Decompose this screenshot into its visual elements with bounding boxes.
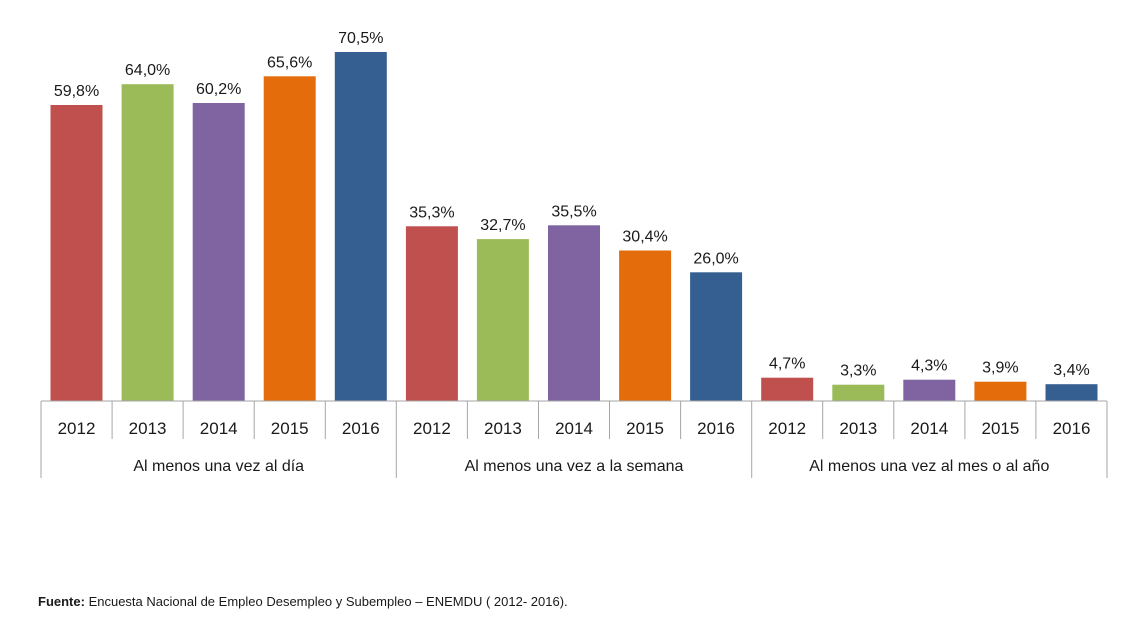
x-tick-label: 2012 (413, 419, 451, 438)
group-label: Al menos una vez a la semana (465, 458, 684, 475)
source-text: Encuesta Nacional de Empleo Desempleo y … (84, 594, 568, 609)
bar (476, 239, 529, 401)
data-label: 3,9% (982, 360, 1018, 377)
data-label: 65,6% (267, 54, 312, 71)
x-tick-label: 2015 (271, 419, 309, 438)
bar (832, 384, 885, 401)
bar (974, 381, 1027, 401)
x-tick-label: 2016 (342, 419, 380, 438)
data-label: 32,7% (480, 217, 525, 234)
x-tick-label: 2013 (839, 419, 877, 438)
x-tick-label: 2016 (1053, 419, 1091, 438)
x-tick-label: 2014 (200, 419, 238, 438)
data-label: 4,3% (911, 358, 947, 375)
bar (548, 225, 600, 401)
group-label: Al menos una vez al día (133, 458, 304, 475)
bar (619, 250, 672, 401)
bar (263, 76, 316, 402)
data-label: 35,5% (551, 203, 596, 220)
data-label: 35,3% (409, 204, 454, 221)
x-tick-label: 2016 (697, 419, 735, 438)
x-tick-label: 2015 (626, 419, 664, 438)
x-tick-label: 2012 (58, 419, 96, 438)
x-tick-label: 2015 (981, 419, 1019, 438)
data-label: 70,5% (338, 30, 383, 47)
bar (192, 103, 245, 401)
bar (761, 377, 814, 401)
data-label: 3,3% (840, 363, 876, 380)
data-label: 4,7% (769, 356, 805, 373)
data-label: 60,2% (196, 81, 241, 98)
bar (121, 84, 174, 401)
source-label: Fuente: (38, 594, 85, 609)
data-label: 59,8% (54, 83, 99, 100)
x-tick-label: 2013 (129, 419, 167, 438)
group-label: Al menos una vez al mes o al año (809, 458, 1049, 475)
data-label: 3,4% (1053, 362, 1089, 379)
bar (903, 379, 956, 401)
bar-chart: 59,8% 64,0% 60,2% 65,6% 70,5% 35,3% 32,7% 35,5%… (40, 30, 1108, 478)
bar (690, 272, 743, 401)
source-note: Fuente: Encuesta Nacional de Empleo Dese… (38, 594, 568, 609)
x-tick-label: 2012 (768, 419, 806, 438)
bar (405, 226, 458, 401)
bar (50, 105, 103, 401)
bar (1045, 384, 1098, 401)
x-tick-label: 2014 (555, 419, 593, 438)
bar (334, 52, 387, 401)
data-label: 26,0% (693, 250, 738, 267)
x-tick-label: 2013 (484, 419, 522, 438)
x-tick-label: 2014 (910, 419, 948, 438)
data-label: 30,4% (622, 229, 667, 246)
data-label: 64,0% (125, 62, 170, 79)
